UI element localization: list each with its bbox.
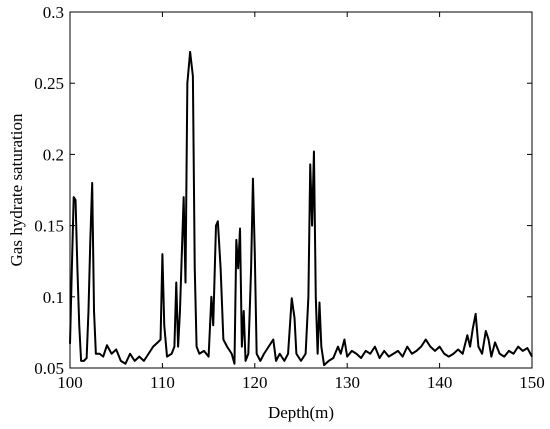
x-tick-label: 150 xyxy=(519,373,545,392)
data-line xyxy=(69,50,533,367)
plot-frame xyxy=(69,11,533,369)
y-tick-label: 0.15 xyxy=(34,217,64,236)
x-tick-label: 120 xyxy=(242,373,268,392)
y-tick-label: 0.05 xyxy=(34,359,64,378)
y-tick-label: 0.25 xyxy=(34,74,64,93)
x-tick-label: 110 xyxy=(150,373,175,392)
x-tick-label: 140 xyxy=(427,373,453,392)
x-axis-label: Depth(m) xyxy=(268,403,334,422)
y-tick-label: 0.3 xyxy=(43,3,64,22)
y-tick-label: 0.1 xyxy=(43,288,64,307)
y-axis-label: Gas hydrate saturation xyxy=(7,113,26,266)
x-tick-label: 130 xyxy=(334,373,360,392)
y-tick-label: 0.2 xyxy=(43,145,64,164)
x-tick-label: 100 xyxy=(57,373,83,392)
